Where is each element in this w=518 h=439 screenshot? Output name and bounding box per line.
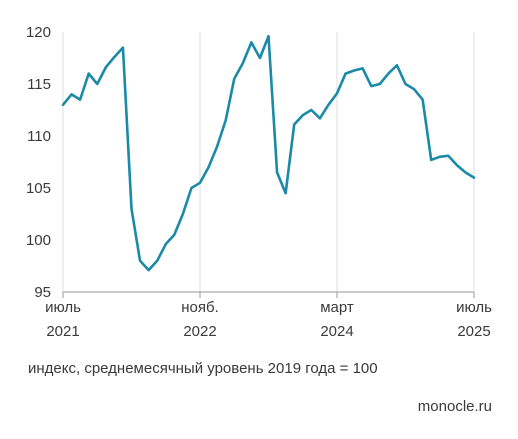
y-tick-label-0: 95 bbox=[34, 284, 51, 301]
x-tick-label-3-line2: 2025 bbox=[457, 323, 490, 340]
y-axis-ticks: 95 100 105 110 115 120 bbox=[26, 24, 51, 301]
y-tick-label-5: 120 bbox=[26, 24, 51, 41]
series-line-0 bbox=[61, 34, 476, 272]
x-axis bbox=[62, 291, 475, 298]
x-tick-label-3-line1: июль bbox=[456, 299, 492, 316]
x-tick-label-2-line2: 2024 bbox=[320, 323, 353, 340]
chart-caption: индекс, среднемесячный уровень 2019 года… bbox=[28, 360, 378, 377]
x-tick-label-1-line2: 2022 bbox=[183, 323, 216, 340]
y-tick-label-1: 100 bbox=[26, 232, 51, 249]
line-chart: 95 100 105 110 115 120 июль 2021 нояб. 2022 март 2… bbox=[26, 24, 492, 340]
x-tick-label-2-line1: март bbox=[320, 299, 354, 316]
y-tick-label-4: 115 bbox=[27, 76, 51, 93]
gridlines bbox=[62, 32, 475, 292]
x-tick-label-0-line1: июль bbox=[45, 299, 81, 316]
series-layer bbox=[61, 34, 476, 272]
y-tick-label-2: 105 bbox=[26, 180, 51, 197]
x-tick-label-0-line2: 2021 bbox=[46, 323, 79, 340]
x-tick-label-1-line1: нояб. bbox=[181, 299, 219, 316]
x-axis-ticks: июль 2021 нояб. 2022 март 2024 июль 2025 bbox=[45, 299, 492, 340]
source-label: monocle.ru bbox=[417, 398, 492, 415]
y-tick-label-3: 110 bbox=[27, 128, 51, 145]
